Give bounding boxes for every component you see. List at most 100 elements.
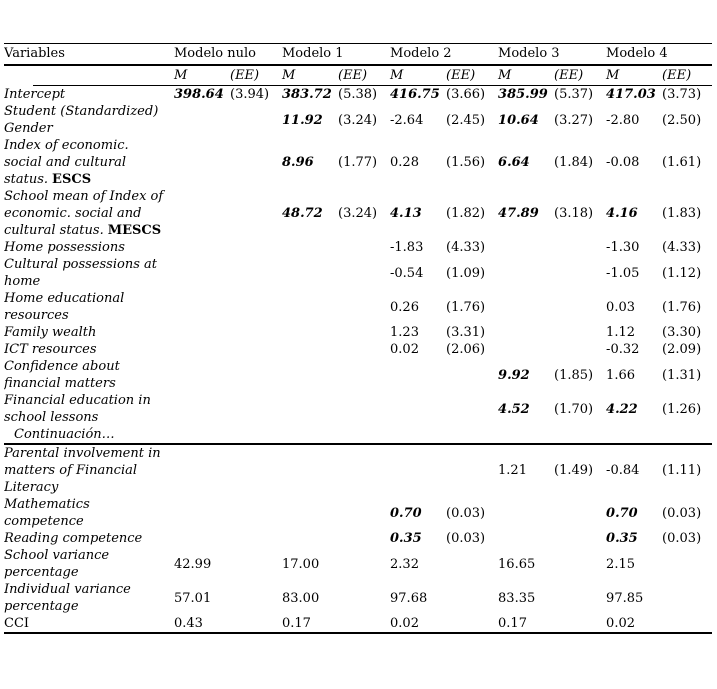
ee-value: (2.45) — [446, 112, 486, 128]
variable-label: Family wealth — [4, 325, 97, 340]
ee-value: (2.06) — [446, 342, 486, 357]
m-value: 10.64 — [498, 112, 539, 128]
table-row: ICT resources 0.02 (2.06) -0.32 (2.09) — [4, 341, 712, 358]
m-value — [496, 341, 552, 358]
variable-label-suffix: MESCS — [107, 223, 162, 238]
ee-value — [444, 547, 496, 581]
m-value: 0.03 — [606, 299, 635, 315]
ee-value — [336, 256, 388, 290]
m-value: 57.01 — [174, 590, 212, 606]
m-value: 0.17 — [280, 615, 336, 634]
variable-label: Individual variance percentage — [4, 582, 131, 614]
m-value: -0.08 — [606, 155, 640, 170]
ee-value — [336, 324, 388, 341]
table-row: Parental involvement in matters of Finan… — [4, 444, 712, 496]
mean-header: M — [388, 65, 445, 86]
ee-value — [228, 358, 280, 392]
ee-value — [228, 103, 280, 137]
m-value: 42.99 — [174, 556, 212, 572]
ee-value: (1.49) — [554, 463, 594, 478]
m-value — [172, 530, 228, 547]
table-row: School mean of Index of economic. social… — [4, 188, 712, 239]
table-row: Cultural possessions at home -0.54 (1.09)… — [4, 256, 712, 290]
m-value: -1.05 — [606, 265, 640, 281]
ee-value — [444, 581, 496, 615]
ee-value: (1.56) — [446, 155, 486, 170]
se-header: (EE) — [552, 65, 605, 86]
variable-label: Cultural possessions at home — [4, 257, 157, 289]
m-value — [172, 256, 228, 290]
mean-header: M — [604, 65, 661, 86]
m-value: 4.52 — [498, 401, 530, 417]
m-value — [172, 188, 228, 239]
m-value: 97.68 — [390, 590, 428, 606]
m-value: 47.89 — [498, 206, 539, 221]
m-value — [172, 392, 228, 426]
m-value — [280, 496, 336, 530]
m-value: -2.64 — [390, 112, 424, 128]
m-value: -0.54 — [390, 265, 424, 281]
m-value: 8.96 — [282, 155, 314, 170]
table-body: Intercept 398.64 (3.94) 383.72 (5.38) 416.75… — [4, 86, 713, 634]
variable-label: Student (Standardized) Gender — [4, 104, 159, 136]
ee-value — [336, 239, 388, 256]
m-value: -2.80 — [606, 112, 640, 128]
m-value: 4.13 — [390, 206, 422, 221]
m-value: -0.32 — [606, 342, 640, 357]
ee-value: (3.73) — [662, 87, 702, 102]
ee-value — [336, 496, 388, 530]
m-value — [496, 239, 552, 256]
ee-value: (1.70) — [554, 401, 594, 417]
mean-header: M — [280, 65, 336, 86]
ee-value — [552, 547, 604, 581]
ee-value — [552, 530, 604, 547]
ee-value: (4.33) — [662, 240, 702, 255]
ee-value: (4.33) — [446, 240, 486, 255]
ee-value — [552, 581, 604, 615]
ee-value: (1.84) — [554, 155, 594, 170]
m-value: 417.03 — [606, 87, 656, 102]
m-value: 398.64 — [174, 87, 224, 102]
m-value — [280, 341, 336, 358]
variable-label: Financial education in school lessons — [4, 393, 151, 425]
m-value: 1.21 — [498, 463, 527, 478]
m-value: 2.15 — [606, 556, 635, 572]
m-value — [172, 137, 228, 188]
ee-value: (1.61) — [662, 155, 702, 170]
variable-label: CCI — [4, 615, 172, 634]
ee-value: (3.24) — [338, 206, 378, 221]
m-value: -1.83 — [390, 240, 424, 255]
ee-value — [336, 530, 388, 547]
mean-header: M — [172, 65, 228, 86]
ee-value — [336, 290, 388, 324]
m-value — [280, 444, 336, 496]
regression-models-table: Variables Modelo nulo Modelo 1 Modelo 2 … — [4, 43, 713, 634]
ee-value — [660, 581, 712, 615]
variable-label: Home possessions — [4, 240, 125, 255]
m-value — [172, 341, 228, 358]
m-value: 4.16 — [606, 206, 638, 221]
ee-value — [552, 256, 604, 290]
ee-value: (3.24) — [338, 112, 378, 128]
m-value: 16.65 — [498, 556, 536, 572]
ee-value: (0.03) — [446, 531, 486, 546]
m-value: 0.02 — [388, 615, 445, 634]
ee-value: (1.83) — [662, 206, 702, 221]
ee-value — [228, 239, 280, 256]
se-header: (EE) — [228, 65, 280, 86]
m-value — [496, 324, 552, 341]
ee-value: (1.11) — [662, 463, 702, 478]
m-value — [388, 444, 444, 496]
m-value — [172, 103, 228, 137]
m-value: 383.72 — [282, 87, 332, 102]
se-header: (EE) — [336, 65, 389, 86]
ee-value: (0.03) — [446, 505, 486, 521]
m-value: 17.00 — [282, 556, 320, 572]
m-value — [496, 530, 552, 547]
ee-value — [444, 444, 496, 496]
variable-label-suffix: ESCS — [52, 172, 92, 187]
ee-value: (5.38) — [338, 87, 378, 102]
ee-value: (5.37) — [554, 87, 594, 102]
continuation-label: Continuación… — [4, 426, 713, 445]
m-value: -0.84 — [606, 463, 640, 478]
